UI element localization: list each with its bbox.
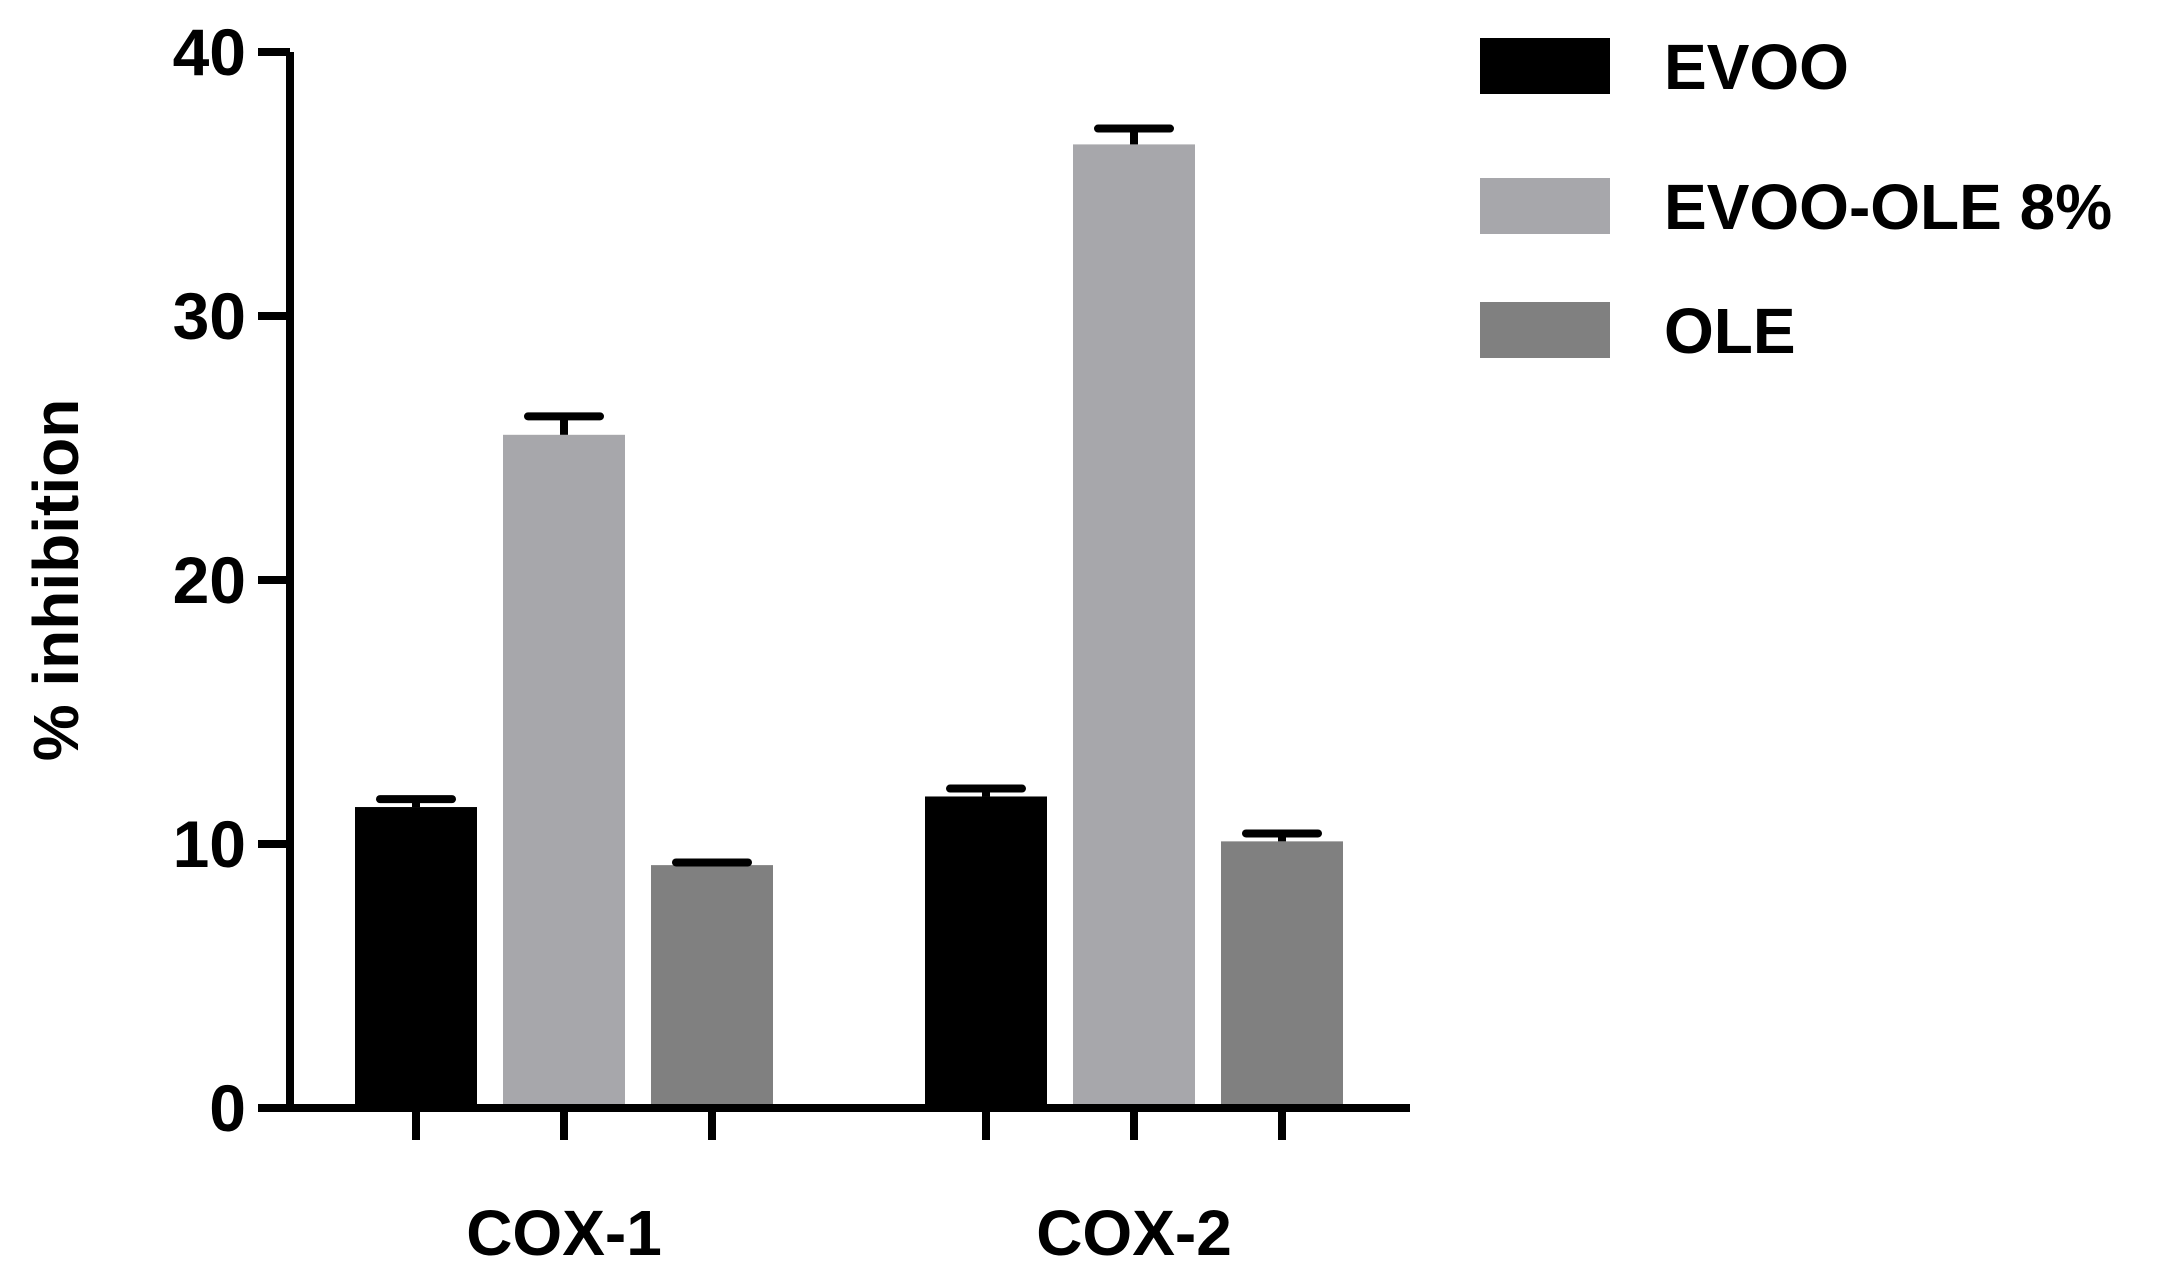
legend-label: EVOO bbox=[1664, 31, 1849, 103]
legend-label: OLE bbox=[1664, 295, 1796, 367]
legend-swatch bbox=[1480, 178, 1610, 234]
legend-label: EVOO-OLE 8% bbox=[1664, 171, 2112, 243]
bar-cox-2-evoo-ole-8- bbox=[1073, 144, 1195, 1108]
bar-cox-1-evoo-ole-8- bbox=[503, 434, 625, 1108]
bars-layer bbox=[355, 144, 1343, 1108]
category-label: COX-2 bbox=[1036, 1197, 1232, 1269]
legend-swatch bbox=[1480, 38, 1610, 94]
legend-swatch bbox=[1480, 302, 1610, 358]
y-tick-label: 30 bbox=[173, 279, 246, 353]
y-axis-title: % inhibition bbox=[20, 399, 92, 762]
error-bars-layer bbox=[376, 124, 1322, 867]
bar-cox-2-evoo bbox=[925, 796, 1047, 1108]
y-tick-label: 0 bbox=[209, 1071, 246, 1145]
category-label: COX-1 bbox=[466, 1197, 662, 1269]
bar-cox-1-ole bbox=[651, 865, 773, 1108]
axes-layer: 0 10 20 30 40 COX-1 COX-2 % inhibition bbox=[20, 15, 1410, 1269]
bar-cox-1-evoo bbox=[355, 807, 477, 1108]
y-tick-label: 10 bbox=[173, 807, 246, 881]
bar-cox-2-ole bbox=[1221, 841, 1343, 1108]
y-tick-label: 20 bbox=[173, 543, 246, 617]
legend: EVOO EVOO-OLE 8% OLE bbox=[1480, 31, 2112, 367]
y-tick-label: 40 bbox=[173, 15, 246, 89]
